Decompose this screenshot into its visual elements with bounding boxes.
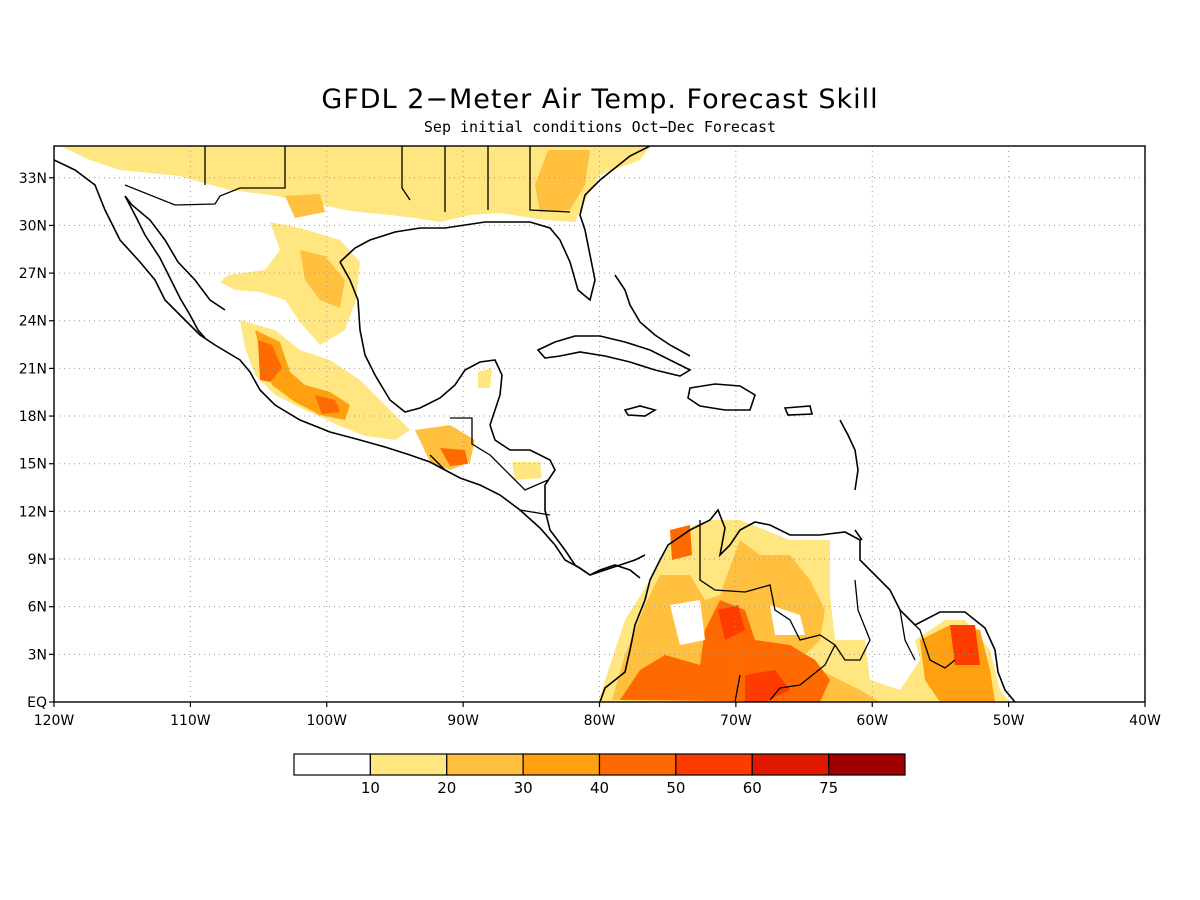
colorbar-swatch bbox=[751, 753, 830, 776]
map-grid bbox=[54, 146, 1145, 702]
lon-tick-label: 100W bbox=[306, 713, 347, 729]
skill-gap-colombia bbox=[670, 600, 705, 645]
lat-axis: 33N 30N 27N 24N 21N 18N 15N 12N 9N 6N 3N EQ bbox=[19, 171, 54, 711]
colorbar-label: 30 bbox=[514, 779, 533, 797]
coastline-hispaniola bbox=[687, 383, 756, 411]
coastline-jamaica bbox=[623, 405, 658, 417]
skill-region-mexico-west-high bbox=[258, 340, 282, 382]
colorbar-swatch bbox=[369, 753, 448, 776]
colorbar-swatch bbox=[522, 753, 601, 776]
coastlines bbox=[54, 146, 1016, 702]
skill-region-sa-peak-south bbox=[745, 670, 790, 702]
skill-region-texas bbox=[285, 194, 325, 218]
coastline-central-america bbox=[489, 424, 646, 576]
map-title: GFDL 2−Meter Air Temp. Forecast Skill bbox=[321, 84, 879, 115]
skill-region-mexico-south-high bbox=[315, 395, 340, 414]
coastline-puerto-rico bbox=[783, 405, 814, 416]
lat-tick-label: 15N bbox=[19, 457, 47, 473]
colorbar-swatch bbox=[293, 753, 371, 776]
borders-central-america bbox=[429, 417, 551, 516]
lon-tick-label: 120W bbox=[34, 713, 75, 729]
colorbar-label: 40 bbox=[590, 779, 609, 797]
colorbar-label: 50 bbox=[666, 779, 685, 797]
lon-tick-label: 90W bbox=[447, 713, 479, 729]
lon-tick-label: 60W bbox=[856, 713, 888, 729]
skill-region-honduras bbox=[512, 462, 542, 480]
colorbar-swatch bbox=[828, 753, 906, 776]
coastline-mexico-pacific bbox=[54, 159, 641, 579]
skill-region-sa-peak bbox=[718, 605, 745, 640]
lat-tick-label: EQ bbox=[27, 695, 47, 711]
lat-tick-label: 30N bbox=[19, 218, 47, 234]
colorbar-swatch bbox=[598, 753, 677, 776]
lat-tick-label: 24N bbox=[19, 314, 47, 330]
lon-tick-label: 50W bbox=[993, 713, 1025, 729]
skill-region-guatemala-high bbox=[440, 448, 468, 466]
lon-axis: 120W 110W 100W 90W 80W 70W 60W 50W 40W bbox=[34, 702, 1161, 729]
borders-north-america bbox=[54, 146, 571, 213]
lat-tick-label: 33N bbox=[19, 171, 47, 187]
skill-region-mexico-core bbox=[300, 250, 345, 308]
skill-region-mexico-west-mid bbox=[255, 330, 350, 420]
lat-tick-label: 27N bbox=[19, 266, 47, 282]
lat-tick-label: 12N bbox=[19, 504, 47, 520]
lon-tick-label: 80W bbox=[584, 713, 616, 729]
lat-tick-label: 18N bbox=[19, 409, 47, 425]
lat-tick-label: 9N bbox=[28, 552, 47, 568]
coastline-gulf bbox=[339, 146, 651, 426]
map-subtitle: Sep initial conditions Oct−Dec Forecast bbox=[423, 118, 777, 136]
colorbar-label: 60 bbox=[743, 779, 762, 797]
map-frame bbox=[53, 145, 1146, 703]
coastline-cuba bbox=[536, 335, 692, 377]
colorbar-swatch bbox=[446, 753, 524, 776]
colorbar-label: 20 bbox=[437, 779, 456, 797]
colorbar-label: 10 bbox=[361, 779, 380, 797]
skill-shading bbox=[60, 146, 1010, 702]
colorbar-swatch bbox=[675, 753, 753, 776]
colorbar-label: 75 bbox=[819, 779, 838, 797]
borders-south-america bbox=[699, 520, 956, 702]
coastline-bahamas bbox=[614, 274, 691, 357]
skill-region-mexico-north bbox=[220, 222, 360, 345]
lat-tick-label: 3N bbox=[28, 647, 47, 663]
colorbar: 10 20 30 40 50 60 75 bbox=[293, 753, 906, 797]
coastline-lesser-antilles bbox=[839, 419, 863, 541]
lat-tick-label: 6N bbox=[28, 600, 47, 616]
coastline-baja bbox=[124, 195, 226, 339]
skill-region-yucatan bbox=[478, 368, 492, 388]
lon-tick-label: 110W bbox=[170, 713, 211, 729]
skill-region-guianas-high bbox=[950, 625, 980, 665]
lon-tick-label: 40W bbox=[1129, 713, 1161, 729]
coastline-south-america bbox=[599, 508, 1016, 702]
skill-region-colombia-north bbox=[670, 525, 692, 560]
lat-tick-label: 21N bbox=[19, 361, 47, 377]
skill-region-us-south bbox=[60, 146, 650, 222]
skill-region-us-se bbox=[535, 150, 590, 212]
lon-tick-label: 70W bbox=[720, 713, 752, 729]
